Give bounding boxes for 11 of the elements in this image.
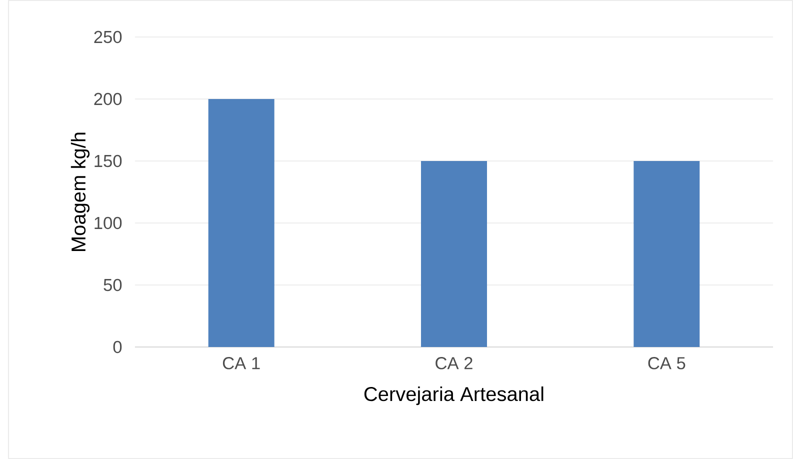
x-tick-label: CA 5	[648, 357, 686, 370]
y-tick-label: 150	[94, 154, 122, 168]
x-axis-title: Cervejaria Artesanal	[364, 386, 544, 406]
y-tick-label: 200	[94, 92, 122, 106]
y-tick-label: 0	[113, 340, 122, 354]
y-axis-title: Moagem kg/h	[70, 132, 90, 251]
x-tick-label: CA 1	[222, 357, 260, 370]
y-tick-label: 50	[104, 278, 122, 292]
y-tick-label: 100	[94, 216, 122, 230]
x-tick-label: CA 2	[436, 357, 472, 370]
y-tick-label: 250	[94, 30, 122, 44]
